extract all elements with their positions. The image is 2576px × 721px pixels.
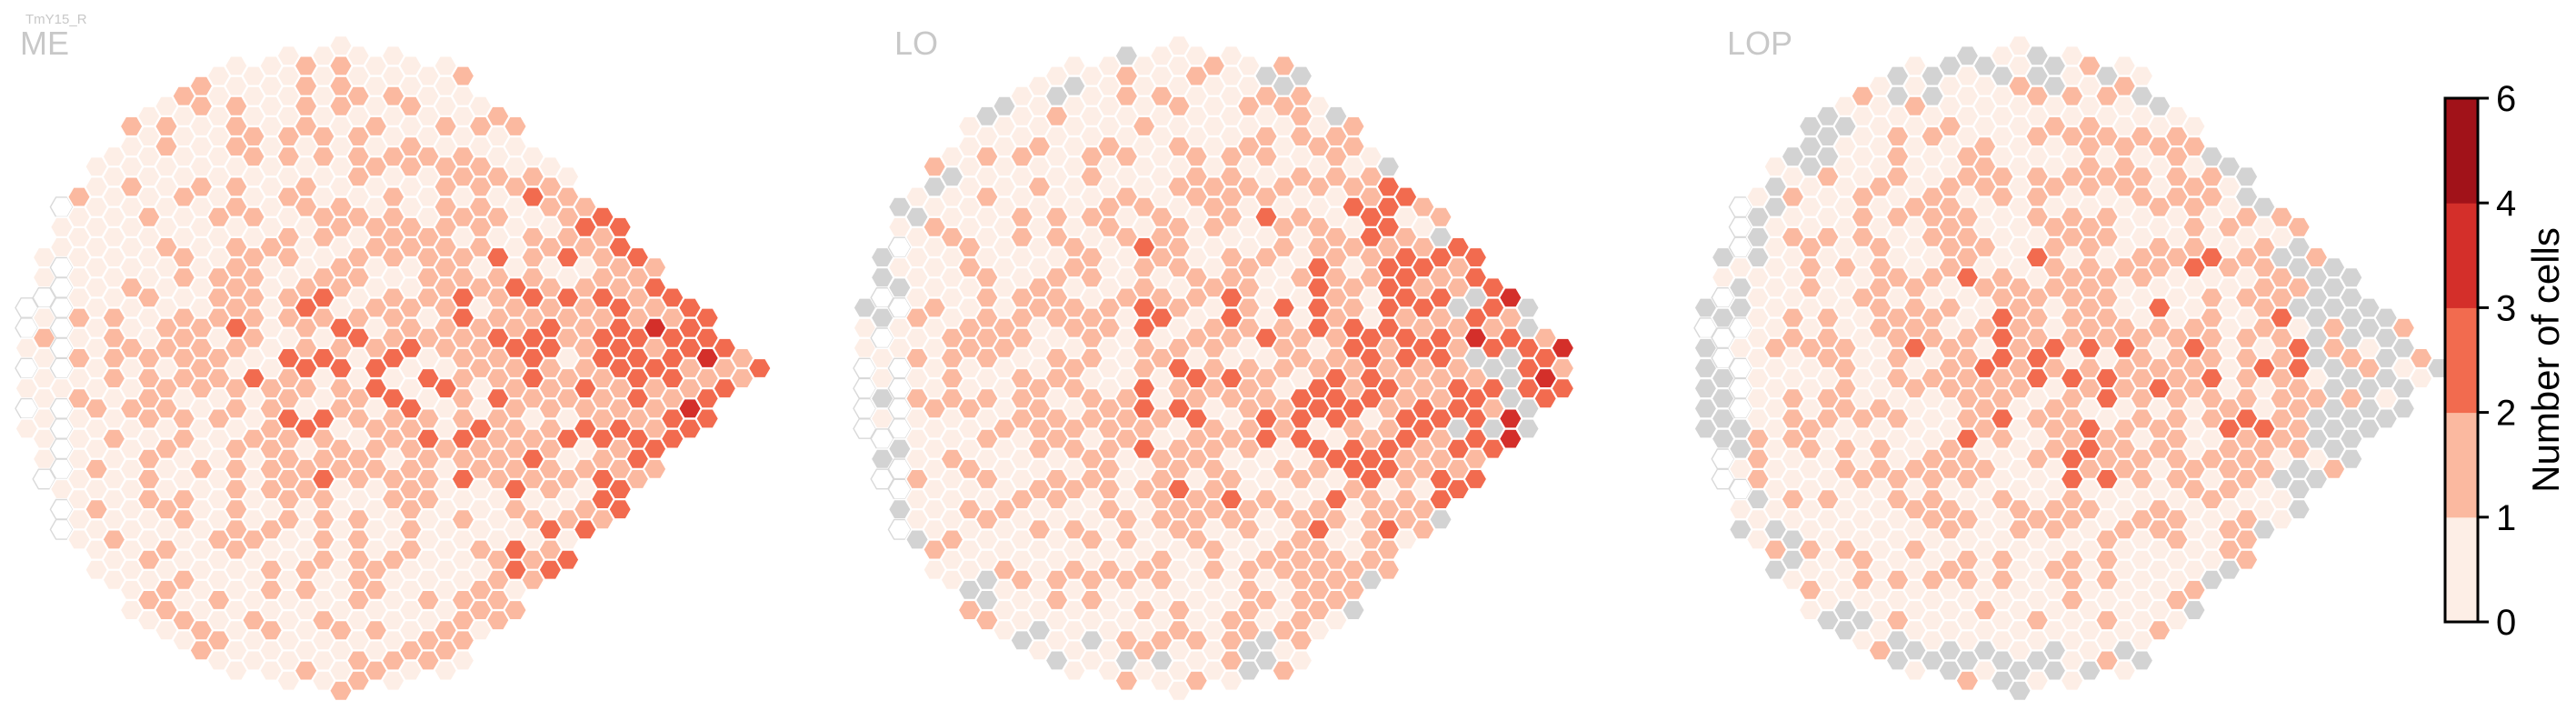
hex-column bbox=[1551, 357, 1575, 379]
hex-column bbox=[1289, 65, 1313, 87]
colorbar-segment bbox=[2445, 203, 2478, 308]
colorbar-segment bbox=[2445, 516, 2478, 623]
hex-column bbox=[1515, 297, 1541, 318]
hex-column bbox=[2234, 549, 2259, 571]
hex-column bbox=[1463, 468, 1488, 490]
colorbar-tick-label: 2 bbox=[2496, 394, 2516, 434]
panel-lo: LO bbox=[853, 25, 1575, 702]
hex-column bbox=[2391, 397, 2416, 419]
hex-column bbox=[2182, 599, 2207, 621]
hex-column bbox=[2339, 448, 2364, 470]
hex-column bbox=[747, 357, 773, 379]
hex-grid-lo bbox=[853, 35, 1575, 702]
panel-title-me: ME bbox=[20, 25, 69, 62]
hex-column bbox=[1341, 599, 1366, 621]
hex-column bbox=[694, 407, 720, 429]
hex-column bbox=[607, 498, 633, 520]
colorbar: 0 1 2 3 4 6 Number of cells bbox=[2443, 79, 2567, 643]
colorbar-segment bbox=[2445, 98, 2478, 204]
colorbar-label: Number of cells bbox=[2524, 227, 2567, 493]
hex-column bbox=[2391, 317, 2416, 339]
hex-column bbox=[1376, 155, 1401, 177]
colorbar-tick-label: 4 bbox=[2496, 184, 2516, 224]
hex-column bbox=[2130, 65, 2154, 87]
hex-column bbox=[555, 549, 580, 571]
hex-column bbox=[2130, 649, 2154, 671]
hex-column bbox=[1551, 337, 1575, 359]
colorbar-tick-label: 1 bbox=[2496, 498, 2516, 538]
hex-column bbox=[1515, 418, 1541, 439]
hex-column bbox=[643, 256, 667, 278]
hex-column bbox=[451, 65, 475, 87]
hex-column bbox=[1289, 649, 1313, 671]
colorbar-tick-label: 0 bbox=[2496, 603, 2516, 643]
hex-column bbox=[1376, 559, 1401, 581]
hex-column bbox=[643, 458, 667, 480]
hex-column bbox=[607, 216, 633, 238]
hex-column bbox=[503, 115, 528, 137]
cell-type-label: TmY15_R bbox=[25, 12, 87, 27]
hex-column bbox=[1551, 377, 1575, 399]
colorbar-segment bbox=[2445, 307, 2478, 414]
panel-lop: LOP bbox=[1693, 25, 2451, 702]
colorbar-segments bbox=[2445, 98, 2478, 623]
panel-title-lo: LO bbox=[894, 25, 938, 62]
colorbar-tick-label: 6 bbox=[2496, 79, 2516, 119]
colorbar-ticks: 0 1 2 3 4 6 bbox=[2478, 79, 2516, 643]
hex-column bbox=[451, 649, 475, 671]
hex-column bbox=[1341, 115, 1366, 137]
hex-column bbox=[503, 599, 528, 621]
colorbar-frame bbox=[2443, 96, 2480, 624]
hex-grid-lop bbox=[1693, 35, 2451, 702]
hex-column bbox=[2234, 165, 2259, 187]
hex-column bbox=[2339, 266, 2364, 288]
colorbar-tick-label: 3 bbox=[2496, 288, 2516, 328]
hex-grid-me bbox=[15, 35, 773, 702]
hex-column bbox=[1463, 246, 1488, 268]
hex-column bbox=[2182, 115, 2207, 137]
hex-column bbox=[555, 165, 580, 187]
hex-column bbox=[2286, 216, 2311, 238]
panel-title-lop: LOP bbox=[1727, 25, 1792, 62]
hex-column bbox=[1428, 206, 1453, 228]
hex-column bbox=[1428, 508, 1453, 530]
hex-column bbox=[2286, 498, 2311, 520]
hex-column bbox=[694, 307, 720, 329]
panel-me: ME bbox=[15, 25, 773, 702]
colorbar-segment bbox=[2445, 412, 2478, 518]
